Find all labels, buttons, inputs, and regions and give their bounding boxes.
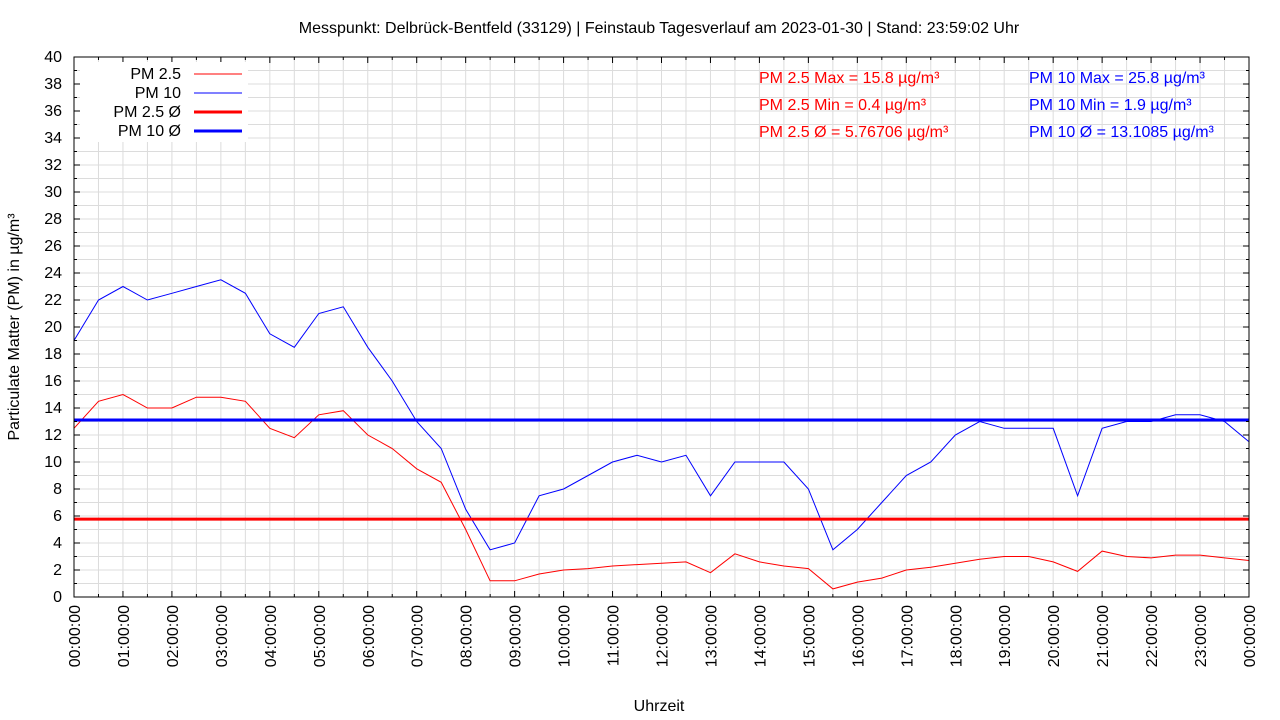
legend-label: PM 2.5 Ø: [113, 104, 181, 121]
y-tick-label: 2: [53, 562, 62, 579]
x-tick-label: 05:00:00: [312, 605, 329, 667]
y-tick-label: 40: [44, 49, 62, 66]
x-tick-label: 20:00:00: [1046, 605, 1063, 667]
legend-background: [80, 62, 248, 142]
y-tick-label: 8: [53, 481, 62, 498]
x-tick-label: 21:00:00: [1095, 605, 1112, 667]
x-tick-label: 19:00:00: [997, 605, 1014, 667]
series-line-pm25: [73, 393, 1250, 590]
y-tick-label: 30: [44, 184, 62, 201]
stats-annotations: PM 2.5 Max = 15.8 µg/m³ PM 2.5 Min = 0.4 …: [759, 70, 1215, 141]
y-tick-label: 32: [44, 157, 62, 174]
plot-lines: [73, 279, 1250, 590]
y-tick-label: 38: [44, 76, 62, 93]
x-tick-label: 01:00:00: [116, 605, 133, 667]
y-tick-label: 6: [53, 508, 62, 525]
x-tick-label: 14:00:00: [752, 605, 769, 667]
y-tick-label: 18: [44, 346, 62, 363]
y-axis-label: Particulate Matter (PM) in µg/m³: [6, 213, 23, 441]
x-tick-label: 02:00:00: [165, 605, 182, 667]
x-tick-label: 04:00:00: [263, 605, 280, 667]
x-tick-label: 00:00:00: [1242, 605, 1259, 667]
pm10-stat: PM 10 Ø = 13.1085 µg/m³: [1029, 124, 1215, 141]
x-tick-label: 13:00:00: [703, 605, 720, 667]
legend-label: PM 10: [135, 85, 181, 102]
x-tick-label: 12:00:00: [655, 605, 672, 667]
y-tick-label: 14: [44, 400, 62, 417]
axis-ticks: 024681012141618202224262830323436384000:…: [44, 49, 1259, 667]
pm10-stat: PM 10 Max = 25.8 µg/m³: [1029, 70, 1206, 87]
x-tick-label: 22:00:00: [1144, 605, 1161, 667]
x-tick-label: 18:00:00: [948, 605, 965, 667]
x-tick-label: 23:00:00: [1193, 605, 1210, 667]
y-tick-label: 4: [53, 535, 62, 552]
x-tick-label: 11:00:00: [606, 605, 623, 666]
x-tick-label: 09:00:00: [508, 605, 525, 667]
x-tick-label: 06:00:00: [361, 605, 378, 667]
y-tick-label: 26: [44, 238, 62, 255]
y-tick-label: 36: [44, 103, 62, 120]
y-tick-label: 12: [44, 427, 62, 444]
x-tick-label: 03:00:00: [214, 605, 231, 667]
y-tick-label: 24: [44, 265, 62, 282]
x-axis-label: Uhrzeit: [634, 698, 685, 715]
chart-title: Messpunkt: Delbrück-Bentfeld (33129) | F…: [299, 20, 1020, 37]
x-tick-label: 16:00:00: [850, 605, 867, 667]
legend: PM 2.5 PM 10 PM 2.5 Ø PM 10 Ø: [80, 62, 248, 142]
y-tick-label: 0: [53, 589, 62, 606]
y-tick-label: 16: [44, 373, 62, 390]
pm25-stat: PM 2.5 Ø = 5.76706 µg/m³: [759, 124, 949, 141]
y-tick-label: 28: [44, 211, 62, 228]
x-tick-label: 00:00:00: [67, 605, 84, 667]
pm10-stat: PM 10 Min = 1.9 µg/m³: [1029, 97, 1192, 114]
legend-label: PM 10 Ø: [118, 123, 181, 140]
legend-label: PM 2.5: [130, 66, 181, 83]
y-tick-label: 22: [44, 292, 62, 309]
series-line-pm10: [73, 279, 1250, 551]
y-tick-label: 10: [44, 454, 62, 471]
y-tick-label: 20: [44, 319, 62, 336]
x-tick-label: 17:00:00: [899, 605, 916, 667]
pm25-stat: PM 2.5 Max = 15.8 µg/m³: [759, 70, 940, 87]
x-tick-label: 07:00:00: [410, 605, 427, 667]
x-tick-label: 10:00:00: [557, 605, 574, 667]
y-tick-label: 34: [44, 130, 62, 147]
x-tick-label: 15:00:00: [801, 605, 818, 667]
pm25-stat: PM 2.5 Min = 0.4 µg/m³: [759, 97, 927, 114]
x-tick-label: 08:00:00: [459, 605, 476, 667]
